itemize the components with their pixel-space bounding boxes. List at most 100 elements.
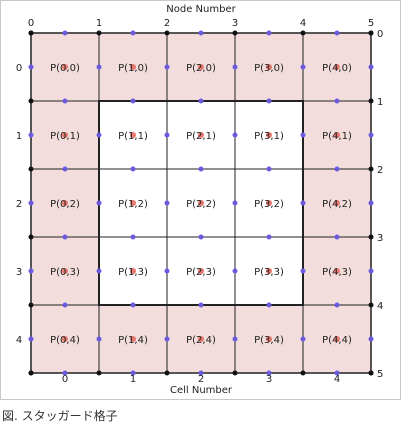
node-point xyxy=(368,166,374,172)
face-point xyxy=(96,268,102,274)
cell-label: P(4,3) xyxy=(322,267,352,278)
node-point xyxy=(232,370,238,376)
face-point xyxy=(266,234,272,240)
cell-center-point xyxy=(266,64,272,70)
cell-label: P(0,1) xyxy=(50,131,80,142)
face-point xyxy=(266,370,272,376)
cell-center-point xyxy=(62,336,68,342)
cell-center-point xyxy=(198,200,204,206)
node-point xyxy=(28,98,34,104)
cell-label: P(2,3) xyxy=(186,267,216,278)
top-node-number: 2 xyxy=(164,18,170,29)
cell-center-point xyxy=(130,64,136,70)
face-point xyxy=(130,166,136,172)
cell-label: P(2,0) xyxy=(186,63,216,74)
node-point xyxy=(28,302,34,308)
face-point xyxy=(96,336,102,342)
cell-label: P(1,1) xyxy=(118,131,148,142)
cell-label: P(2,1) xyxy=(186,131,216,142)
cell-center-point xyxy=(334,336,340,342)
face-point xyxy=(28,268,34,274)
face-point xyxy=(28,336,34,342)
face-point xyxy=(300,336,306,342)
right-node-number: 4 xyxy=(377,301,383,312)
bottom-cell-number: 2 xyxy=(198,374,204,385)
left-cell-number: 1 xyxy=(16,131,22,142)
right-node-number: 5 xyxy=(377,369,383,380)
node-point xyxy=(300,370,306,376)
face-point xyxy=(28,132,34,138)
node-point xyxy=(368,30,374,36)
bottom-cell-number: 0 xyxy=(62,374,68,385)
cell-label: P(1,3) xyxy=(118,267,148,278)
cell-center-point xyxy=(266,132,272,138)
face-point xyxy=(368,268,374,274)
face-point xyxy=(198,234,204,240)
face-point xyxy=(300,268,306,274)
face-point xyxy=(232,64,238,70)
cell-center-point xyxy=(266,200,272,206)
figure-frame xyxy=(0,0,401,400)
face-point xyxy=(232,200,238,206)
face-point xyxy=(232,336,238,342)
left-cell-number: 0 xyxy=(16,63,22,74)
face-point xyxy=(232,268,238,274)
face-point xyxy=(164,268,170,274)
top-node-number: 3 xyxy=(232,18,238,29)
cell-center-point xyxy=(198,336,204,342)
cell-label: P(2,2) xyxy=(186,199,216,210)
node-point xyxy=(368,234,374,240)
node-point xyxy=(28,370,34,376)
face-point xyxy=(198,166,204,172)
top-node-number: 0 xyxy=(28,18,34,29)
cell-label: P(1,4) xyxy=(118,335,148,346)
top-axis-title: Node Number xyxy=(166,4,236,15)
face-point xyxy=(300,64,306,70)
node-point xyxy=(28,234,34,240)
face-point xyxy=(232,132,238,138)
face-point xyxy=(62,166,68,172)
face-point xyxy=(130,370,136,376)
cell-label: P(4,1) xyxy=(322,131,352,142)
right-node-number: 1 xyxy=(377,97,383,108)
node-point xyxy=(96,30,102,36)
cell-label: P(4,4) xyxy=(322,335,352,346)
node-point xyxy=(368,98,374,104)
cell-center-point xyxy=(130,336,136,342)
cell-center-point xyxy=(62,200,68,206)
face-point xyxy=(300,200,306,206)
node-point xyxy=(28,166,34,172)
right-node-number: 0 xyxy=(377,29,383,40)
face-point xyxy=(368,64,374,70)
face-point xyxy=(266,166,272,172)
cell-label: P(0,4) xyxy=(50,335,80,346)
cell-label: P(4,2) xyxy=(322,199,352,210)
face-point xyxy=(28,200,34,206)
node-point xyxy=(368,302,374,308)
face-point xyxy=(96,64,102,70)
face-point xyxy=(164,200,170,206)
face-point xyxy=(334,30,340,36)
face-point xyxy=(62,98,68,104)
cell-label: P(0,2) xyxy=(50,199,80,210)
cell-center-point xyxy=(334,64,340,70)
face-point xyxy=(28,64,34,70)
face-point xyxy=(164,132,170,138)
face-point xyxy=(164,336,170,342)
staggered-grid-diagram: P(0,0) P(1,0) P(2,0) P(3,0) P(4,0) P(0,1) P(1,… xyxy=(16,4,384,396)
left-cell-number: 3 xyxy=(16,267,22,278)
cell-label: P(2,4) xyxy=(186,335,216,346)
face-point xyxy=(198,370,204,376)
cell-center-point xyxy=(334,132,340,138)
cell-label: P(3,0) xyxy=(254,63,284,74)
bottom-axis-title: Cell Number xyxy=(170,385,233,396)
face-point xyxy=(130,30,136,36)
face-point xyxy=(96,132,102,138)
node-point xyxy=(232,30,238,36)
face-point xyxy=(368,336,374,342)
node-point xyxy=(164,370,170,376)
cell-label: P(3,3) xyxy=(254,267,284,278)
figure-caption: 図. スタッガード格子 xyxy=(2,409,118,423)
face-point xyxy=(266,98,272,104)
node-point xyxy=(96,370,102,376)
